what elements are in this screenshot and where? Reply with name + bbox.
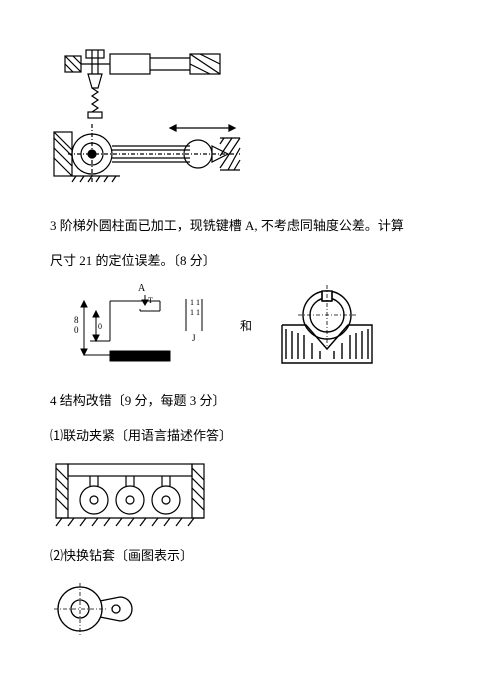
svg-text:1: 1	[190, 308, 194, 317]
figure-q3-right	[272, 281, 382, 371]
svg-text:0: 0	[74, 325, 79, 335]
q4-sub1: ⑴联动夹紧〔用语言描述作答〕	[50, 422, 450, 451]
q3-line2: 尺寸 21 的定位误差。〔8 分〕	[50, 247, 450, 276]
figure-q3-left: A T 8 0 0 1 1	[50, 281, 220, 371]
q3-line1: 3 阶梯外圆柱面已加工，现铣键槽 A, 不考虑同轴度公差。计算	[50, 212, 450, 241]
svg-text:1: 1	[196, 298, 200, 307]
svg-text:0: 0	[98, 322, 102, 331]
svg-text:J: J	[192, 333, 196, 343]
q3-and-label: 和	[240, 313, 252, 339]
q4-title: 4 结构改错〔9 分，每题 3 分〕	[50, 387, 450, 416]
svg-text:1: 1	[190, 298, 194, 307]
q3-figures-row: A T 8 0 0 1 1	[50, 281, 450, 371]
label-A: A	[138, 283, 146, 294]
figure-linkage-clamp	[50, 458, 450, 528]
svg-text:1: 1	[196, 308, 200, 317]
svg-text:8: 8	[74, 315, 79, 325]
q4-sub2: ⑵快换钻套〔画图表示〕	[50, 542, 450, 571]
svg-text:T: T	[148, 296, 153, 305]
figure-fixture-top	[50, 48, 450, 198]
figure-drill-bushing	[50, 579, 450, 639]
